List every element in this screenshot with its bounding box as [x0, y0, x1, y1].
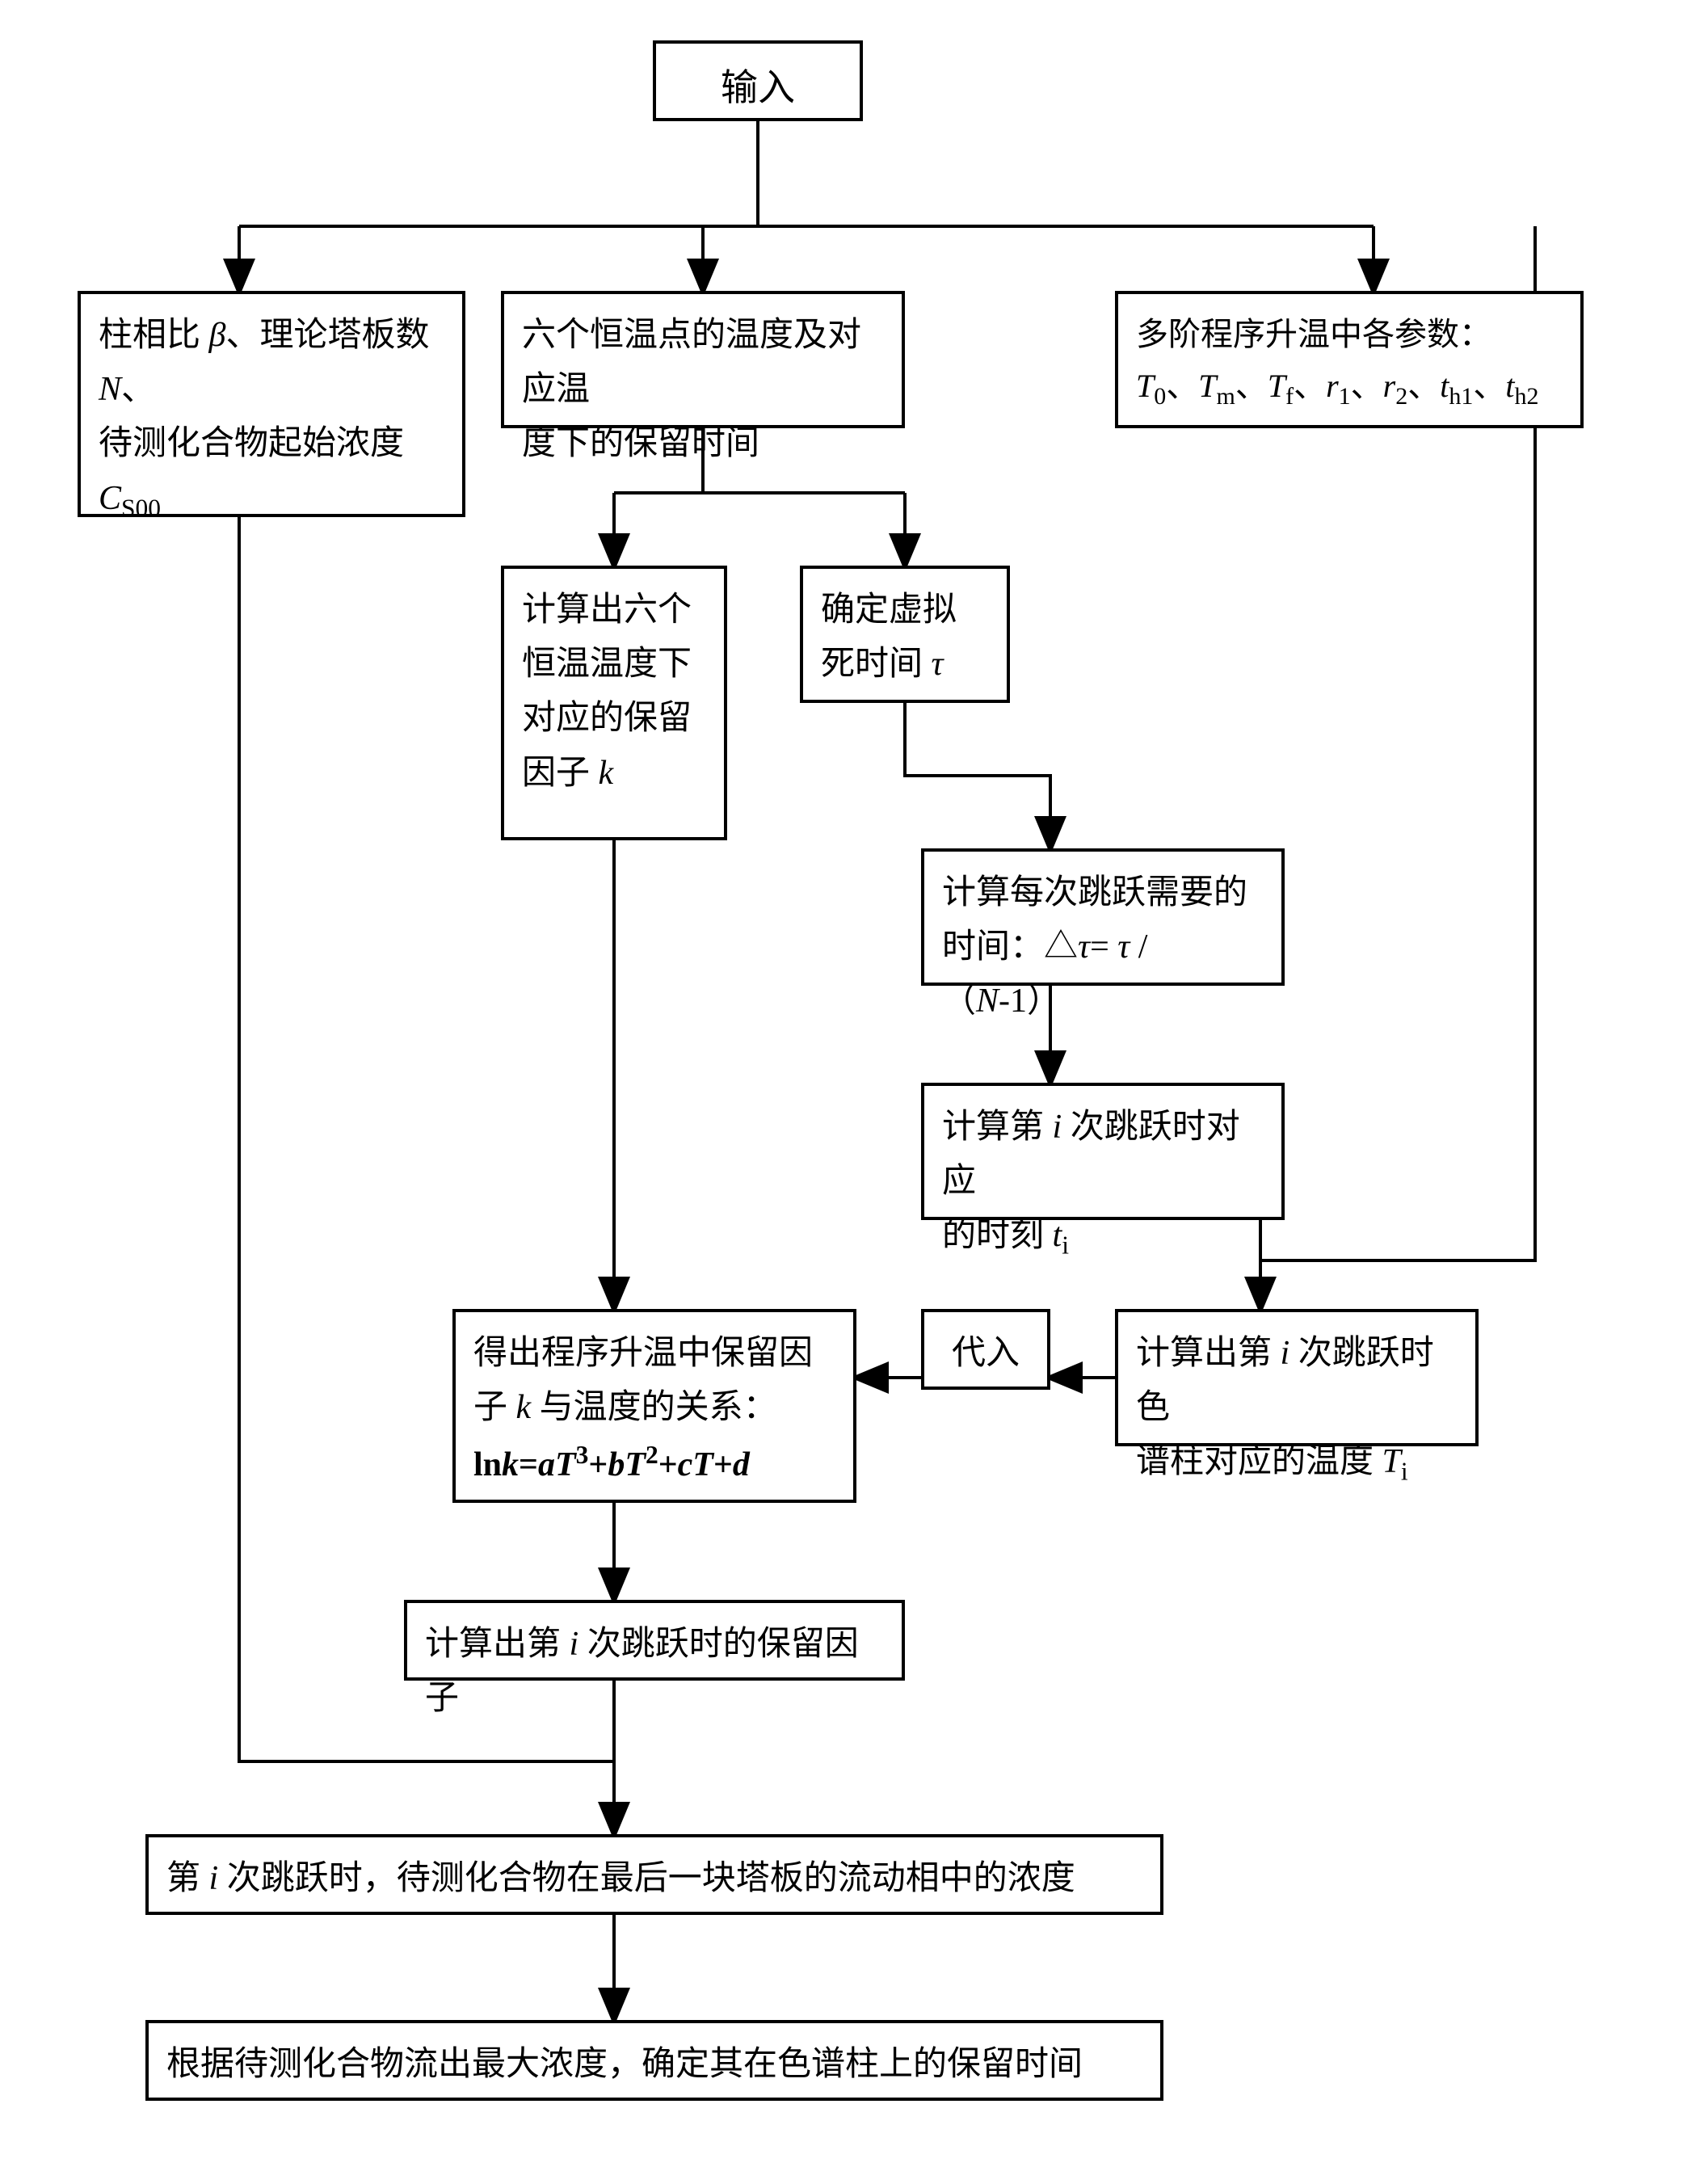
node-mid-line1: 度下的保留时间 — [522, 425, 759, 462]
node-ki: 计算出第 i 次跳跃时的保留因子 — [404, 1600, 905, 1681]
node-tau: 确定虚拟 死时间 τ — [800, 566, 1010, 703]
node-conc: 第 i 次跳跃时，待测化合物在最后一块塔板的流动相中的浓度 — [145, 1834, 1163, 1915]
node-right: 多阶程序升温中各参数： T0、Tm、Tf、r1、r2、th1、th2 — [1115, 291, 1584, 428]
node-tau-line1: 死时间 τ — [821, 646, 944, 683]
node-mid: 六个恒温点的温度及对应温 度下的保留时间 — [501, 291, 905, 428]
node-dtau-line1: 时间：△τ= τ /（N-1） — [942, 928, 1147, 1020]
node-Ti-line0: 计算出第 i 次跳跃时色 — [1136, 1335, 1434, 1426]
node-k6: 计算出六个 恒温温度下 对应的保留 因子 k — [501, 566, 727, 840]
node-sub-text: 代入 — [952, 1335, 1020, 1372]
node-dtau-line0: 计算每次跳跃需要的 — [942, 874, 1247, 911]
node-final: 根据待测化合物流出最大浓度，确定其在色谱柱上的保留时间 — [145, 2020, 1163, 2101]
node-ti: 计算第 i 次跳跃时对应 的时刻 ti — [921, 1083, 1285, 1220]
node-right-line0: 多阶程序升温中各参数： — [1136, 316, 1491, 352]
node-input-text: 输入 — [721, 67, 795, 108]
node-tau-line0: 确定虚拟 — [821, 591, 957, 629]
node-left: 柱相比 β、理论塔板数 N、 待测化合物起始浓度 CS00 — [78, 291, 465, 517]
node-lnk: 得出程序升温中保留因 子 k 与温度的关系： lnk=aT3+bT2+cT+d — [452, 1309, 856, 1503]
node-left-line0: 柱相比 β、理论塔板数 N、 — [99, 317, 429, 408]
node-final-text: 根据待测化合物流出最大浓度，确定其在色谱柱上的保留时间 — [166, 2046, 1083, 2083]
node-k6-line2: 对应的保留 — [522, 700, 692, 737]
node-mid-line0: 六个恒温点的温度及对应温 — [522, 317, 861, 408]
node-k6-line3: 因子 k — [522, 755, 613, 792]
node-Ti: 计算出第 i 次跳跃时色 谱柱对应的温度 Ti — [1115, 1309, 1479, 1446]
node-lnk-line2: lnk=aT3+bT2+cT+d — [473, 1446, 750, 1483]
node-lnk-line1: 子 k 与温度的关系： — [473, 1389, 777, 1426]
node-dtau: 计算每次跳跃需要的 时间：△τ= τ /（N-1） — [921, 848, 1285, 986]
node-ti-line0: 计算第 i 次跳跃时对应 — [942, 1109, 1240, 1200]
node-left-line2: CS00 — [99, 480, 161, 517]
node-input: 输入 — [653, 40, 863, 121]
node-right-line1: T0、Tm、Tf、r1、r2、th1、th2 — [1136, 368, 1539, 404]
node-ki-text: 计算出第 i 次跳跃时的保留因子 — [425, 1626, 859, 1717]
node-k6-line1: 恒温温度下 — [522, 646, 692, 683]
node-Ti-line1: 谱柱对应的温度 Ti — [1136, 1443, 1408, 1480]
node-sub: 代入 — [921, 1309, 1050, 1390]
node-conc-text: 第 i 次跳跃时，待测化合物在最后一块塔板的流动相中的浓度 — [166, 1860, 1075, 1897]
node-k6-line0: 计算出六个 — [522, 591, 692, 629]
node-lnk-line0: 得出程序升温中保留因 — [473, 1335, 813, 1372]
node-left-line1: 待测化合物起始浓度 — [99, 425, 404, 462]
node-ti-line1: 的时刻 ti — [942, 1217, 1069, 1254]
